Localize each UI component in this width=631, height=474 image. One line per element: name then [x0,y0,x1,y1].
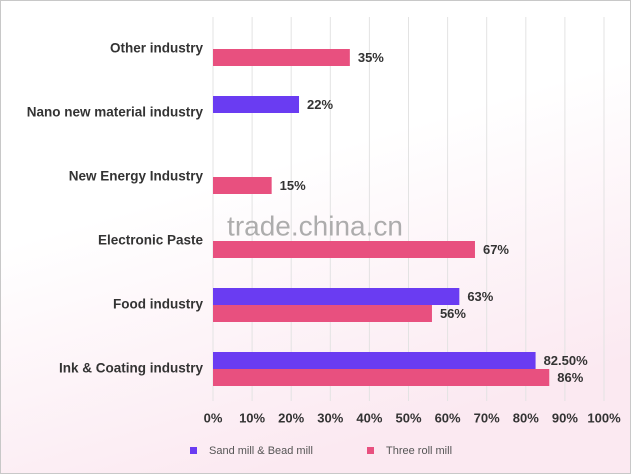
x-tick-label: 10% [239,410,265,425]
y-tick-label: New Energy Industry [69,169,204,184]
y-tick-label: Food industry [113,297,203,312]
x-tick-label: 20% [278,410,304,425]
value-label: 15% [280,178,306,193]
value-label: 86% [557,370,583,385]
value-label: 67% [483,242,509,257]
x-tick-label: 40% [356,410,382,425]
value-label: 82.50% [544,353,589,368]
legend-label: Sand mill & Bead mill [209,445,313,457]
bar [213,305,432,322]
value-label: 35% [358,50,384,65]
x-tick-label: 80% [513,410,539,425]
bar [213,241,475,258]
y-tick-label: Other industry [110,41,204,56]
value-label: 22% [307,97,333,112]
value-label: 56% [440,306,466,321]
bar [213,49,350,66]
x-tick-label: 100% [587,410,621,425]
bar [213,96,300,113]
bar [213,177,272,194]
x-tick-label: 50% [395,410,421,425]
x-tick-label: 0% [204,410,223,425]
bar [213,288,460,305]
bar [213,369,550,386]
legend-swatch [190,447,197,454]
legend-swatch [367,447,374,454]
x-tick-label: 70% [474,410,500,425]
x-tick-label: 60% [435,410,461,425]
value-label: 63% [467,289,493,304]
legend-label: Three roll mill [386,445,452,457]
y-tick-label: Electronic Paste [98,233,204,248]
watermark: trade.china.cn [227,210,403,241]
bar [213,352,536,369]
y-tick-label: Ink & Coating industry [59,361,203,376]
x-tick-label: 90% [552,410,578,425]
x-tick-label: 30% [317,410,343,425]
y-tick-label: Nano new material industry [27,105,204,120]
